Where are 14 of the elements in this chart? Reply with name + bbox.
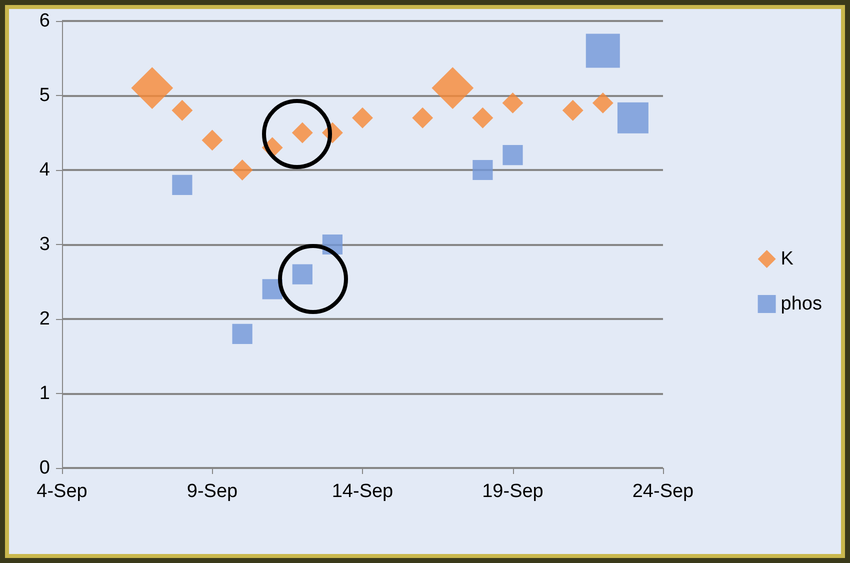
legend-label: phos [780,294,822,314]
x-tick-label: 19-Sep [482,481,544,502]
y-tick-label: 0 [39,458,50,478]
x-tick-label: 24-Sep [632,481,694,502]
x-tick-label: 4-Sep [36,481,88,502]
y-tick-label: 5 [39,85,50,106]
y-tick-label: 2 [39,308,50,330]
x-tick-label: 9-Sep [186,481,238,502]
x-tick-label: 14-Sep [332,481,394,502]
legend-label: K [780,248,794,270]
y-tick-label: 6 [39,10,50,32]
y-tick-label: 4 [39,160,50,180]
y-tick-label: 3 [39,234,50,255]
y-tick-label: 1 [39,383,50,404]
